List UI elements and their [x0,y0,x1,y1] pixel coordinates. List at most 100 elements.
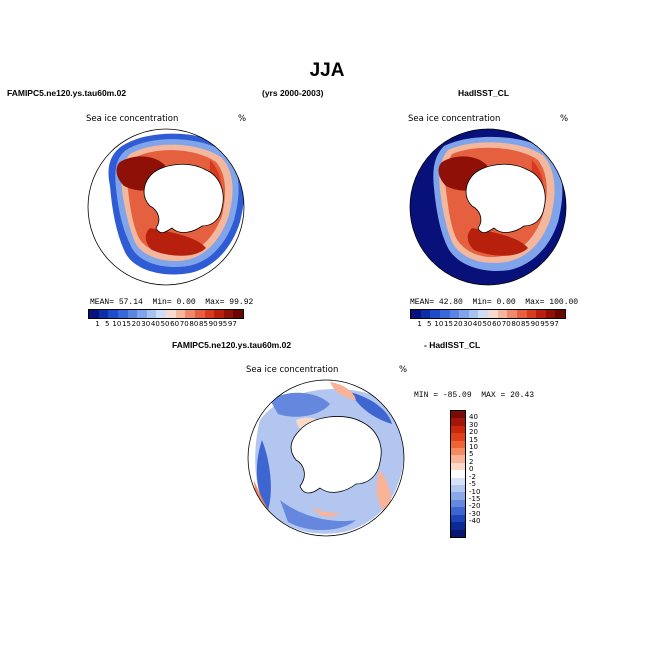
colorbar-swatch [488,310,498,318]
colorbar-tick-label: 50 [160,320,170,328]
panel3-min: -85.09 [442,391,472,400]
colorbar-tick-label: 15 [122,320,131,328]
colorbar-swatch [127,310,138,318]
diff-colorbar-tick-label: 30 [469,420,478,429]
panel2-max-label: Max= [525,298,545,307]
colorbar-swatch [526,310,537,318]
diff-colorbar-swatch [451,418,465,426]
panel1-units: % [238,114,247,124]
panel3-border [247,379,405,537]
colorbar-tick-label: 80 [189,320,199,328]
colorbar-swatch [507,310,517,318]
diff-header-obs: - HadISST_CL [424,340,481,350]
colorbar-tick-label: 1 [417,320,422,328]
colorbar-swatch [516,310,527,318]
diff-colorbar-swatch [451,477,465,486]
colorbar-tick-label: 5 [105,320,110,328]
colorbar-swatch [223,310,234,318]
panel1-ice-field [88,129,244,285]
colorbar-swatch [449,310,460,318]
diff-colorbar-swatch [451,485,465,493]
colorbar-tick-label: 80 [511,320,521,328]
diff-colorbar-swatch [451,411,465,419]
diff-colorbar-swatch [451,470,465,478]
colorbar-tick-label: 10 [112,320,122,328]
diff-colorbar-swatch [451,433,465,441]
colorbar-swatch [117,310,128,318]
diff-colorbar-swatch [451,455,465,463]
colorbar-swatch [108,310,118,318]
colorbar-tick-label: 97 [549,320,559,328]
colorbar-swatch [478,310,488,318]
panel3-min-label: MIN = [414,391,439,400]
colorbar-tick-label: 70 [179,320,189,328]
colorbar-tick-label: 1 [95,320,100,328]
panel3-label: Sea ice concentration [246,365,339,375]
panel1-max-label: Max= [205,298,225,307]
panel2-colorbar [410,309,566,319]
panel1-max: 99.92 [229,298,254,307]
diff-colorbar-swatch [451,462,465,471]
colorbar-swatch [420,310,431,318]
colorbar-swatch [156,310,166,318]
diff-colorbar-tick-label: -2 [469,472,476,481]
colorbar-tick-label: 85 [521,320,530,328]
diff-colorbar-tick-label: -10 [469,487,481,496]
panel3-max: 20.43 [510,391,535,400]
panel1-mean-label: MEAN= [90,298,115,307]
colorbar-tick-label: 90 [530,320,540,328]
diff-colorbar-swatch [451,529,465,537]
diff-colorbar-tick-label: -30 [469,509,481,518]
colorbar-tick-label: 30 [463,320,473,328]
colorbar-tick-label: 70 [501,320,511,328]
colorbar-swatch [194,310,205,318]
colorbar-tick-label: 95 [218,320,228,328]
colorbar-swatch [439,310,450,318]
colorbar-tick-label: 95 [540,320,550,328]
panel2-min-label: Min= [472,298,492,307]
diff-colorbar-tick-label: 10 [469,443,478,452]
colorbar-swatch [175,310,186,318]
colorbar-tick-label: 60 [170,320,180,328]
colorbar-swatch [146,310,157,318]
colorbar-swatch [536,310,546,318]
colorbar-tick-label: 20 [131,320,141,328]
colorbar-tick-label: 10 [434,320,444,328]
diff-header-model: FAMIPC5.ne120.ys.tau60m.02 [172,340,292,350]
figure-title: JJA [309,60,345,81]
colorbar-tick-label: 5 [427,320,432,328]
diff-colorbar-swatch [451,448,465,456]
colorbar-tick-label: 40 [150,320,160,328]
colorbar-swatch [185,310,195,318]
diff-colorbar-tick-label: -15 [469,494,481,503]
diff-colorbar-labels: 40 30 20 15 10 5 2 0 -2 -5 -10 -15 -20 -30 -40 [469,410,499,536]
panel3-stats: MIN = -85.09 MAX = 20.43 [414,391,534,400]
panel2-mean-label: MEAN= [410,298,435,307]
colorbar-tick-label: 20 [453,320,463,328]
colorbar-swatch [430,310,440,318]
panel2-mean: 42.80 [438,298,463,307]
diff-colorbar-swatch [451,522,465,530]
colorbar-swatch [468,310,479,318]
panel1-border [87,128,245,286]
colorbar-swatch [137,310,147,318]
panel1-min-label: Min= [152,298,172,307]
panel3-diff-field [248,380,404,536]
colorbar-swatch [555,310,565,318]
colorbar-tick-label: 97 [227,320,237,328]
colorbar-swatch [89,310,99,318]
colorbar-swatch [411,310,421,318]
header-model: FAMIPC5.ne120.ys.tau60m.02 [7,88,127,98]
colorbar-swatch [204,310,215,318]
panel1-stats: MEAN= 57.14 Min= 0.00 Max= 99.92 [90,298,253,307]
colorbar-swatch [497,310,508,318]
diff-colorbar-tick-label: 2 [469,457,474,466]
colorbar-tick-label: 60 [492,320,502,328]
panel2-max: 100.00 [549,298,579,307]
header-years: (yrs 2000-2003) [262,88,324,98]
diff-colorbar-tick-label: -40 [469,517,481,526]
header-obs: HadISST_CL [458,88,510,98]
colorbar-swatch [233,310,243,318]
panel2-ice-field [410,129,566,285]
